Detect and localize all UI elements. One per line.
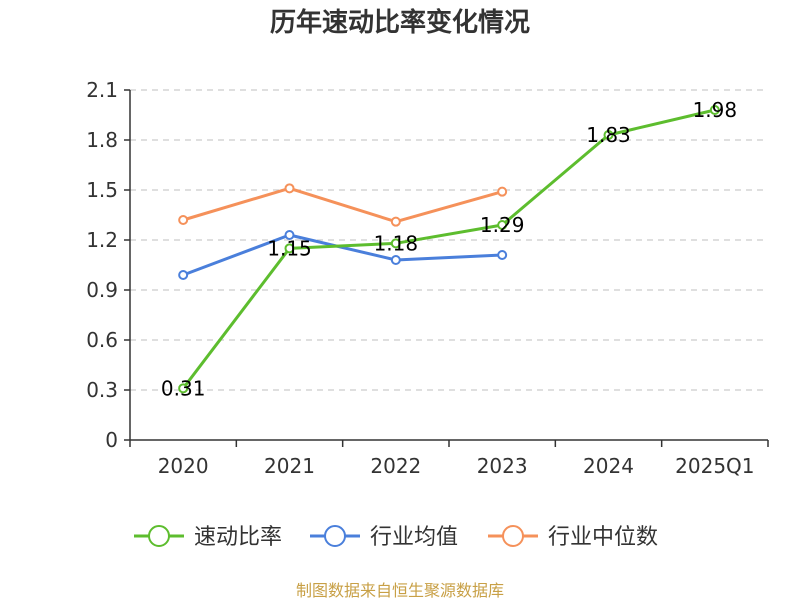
axes: 0 0.3 0.6 0.9 1.2 1.5 1.8 2.1 2020 2021 2022 2023 20… [86,78,769,478]
data-point [497,186,508,197]
y-tick-label: 1.5 [86,178,118,202]
data-label: 1.29 [480,213,525,237]
x-tick-label: 2025Q1 [675,454,754,478]
y-tick-label: 0.3 [86,378,118,402]
x-tick-label: 2022 [370,454,421,478]
data-point [178,270,189,280]
y-tick-label: 1.8 [86,128,118,152]
data-point [284,230,295,240]
data-labels: 0.31 1.15 1.18 1.29 1.83 1.98 [161,98,737,400]
data-point [709,105,720,115]
data-point [603,130,614,140]
data-label: 1.98 [693,98,738,122]
y-tick-label: 1.2 [86,228,118,252]
x-tick-label: 2020 [158,454,209,478]
legend-label: 速动比率 [194,525,282,550]
data-label: 1.15 [267,236,312,260]
data-label: 1.83 [586,123,631,147]
legend-item: 速动比率 [134,525,282,550]
grid-lines [130,89,768,391]
data-point [390,255,401,265]
legend-item: 行业均值 [310,525,458,550]
legend-swatch-marker [324,525,346,547]
legend-swatch-marker [148,525,170,547]
x-tick-label: 2021 [264,454,315,478]
y-tick-label: 0 [105,428,118,452]
data-point [497,220,508,230]
data-point [178,383,189,394]
chart-title: 历年速动比率变化情况 [269,8,530,38]
data-point [497,250,508,260]
legend-label: 行业均值 [370,525,458,550]
x-tick-label: 2024 [583,454,634,478]
x-tick-label: 2023 [477,454,528,478]
series-line [181,108,716,390]
data-label: 1.18 [374,231,419,255]
series-line [182,233,503,277]
source-note: 制图数据来自恒生聚源数据库 [295,581,504,600]
legend-item: 行业中位数 [488,525,658,550]
data-point [390,238,401,249]
legend-label: 行业中位数 [548,525,658,550]
series-line [182,186,503,224]
y-tick-label: 0.9 [86,278,118,302]
series [178,105,720,394]
legend: 速动比率 行业均值 行业中位数 [134,525,658,550]
legend-swatch-marker [502,525,524,547]
data-point [178,215,189,225]
data-point [284,183,295,194]
y-tick-label: 0.6 [86,328,118,352]
y-tick-label: 2.1 [86,78,118,102]
data-point [284,243,295,254]
data-point [390,216,401,227]
data-label: 0.31 [161,376,206,400]
